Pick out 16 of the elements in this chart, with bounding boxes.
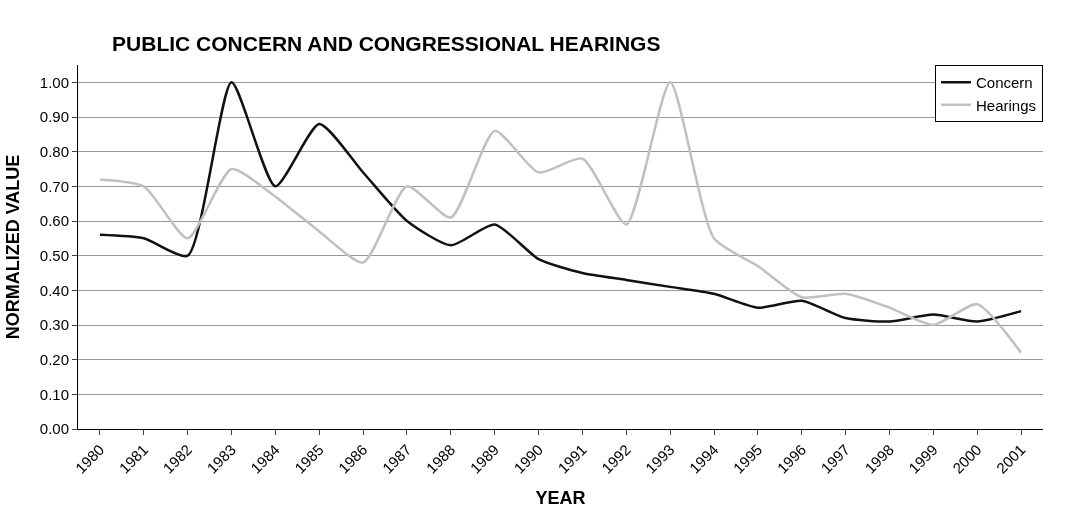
y-tick-label: 0.50	[39, 246, 69, 264]
y-axis-title: NORMALIZED VALUE	[3, 154, 23, 340]
y-tick-label: 0.00	[39, 420, 69, 438]
y-tick-label: 0.30	[39, 316, 69, 334]
x-axis-title: YEAR	[535, 487, 586, 508]
y-tick-label: 0.40	[39, 281, 69, 299]
y-tick-label: 0.80	[39, 142, 69, 160]
y-tick-label: 0.60	[39, 212, 69, 230]
legend-label: Concern	[976, 74, 1033, 92]
y-tick-label: 0.70	[39, 177, 69, 195]
y-tick-label: 0.10	[39, 385, 69, 403]
y-tick-label: 0.90	[39, 108, 69, 126]
y-tick-label: 1.00	[39, 73, 69, 91]
chart-title: PUBLIC CONCERN AND CONGRESSIONAL HEARINGS	[112, 31, 661, 55]
y-tick-label: 0.20	[39, 350, 69, 368]
legend-label: Hearings	[976, 96, 1037, 114]
